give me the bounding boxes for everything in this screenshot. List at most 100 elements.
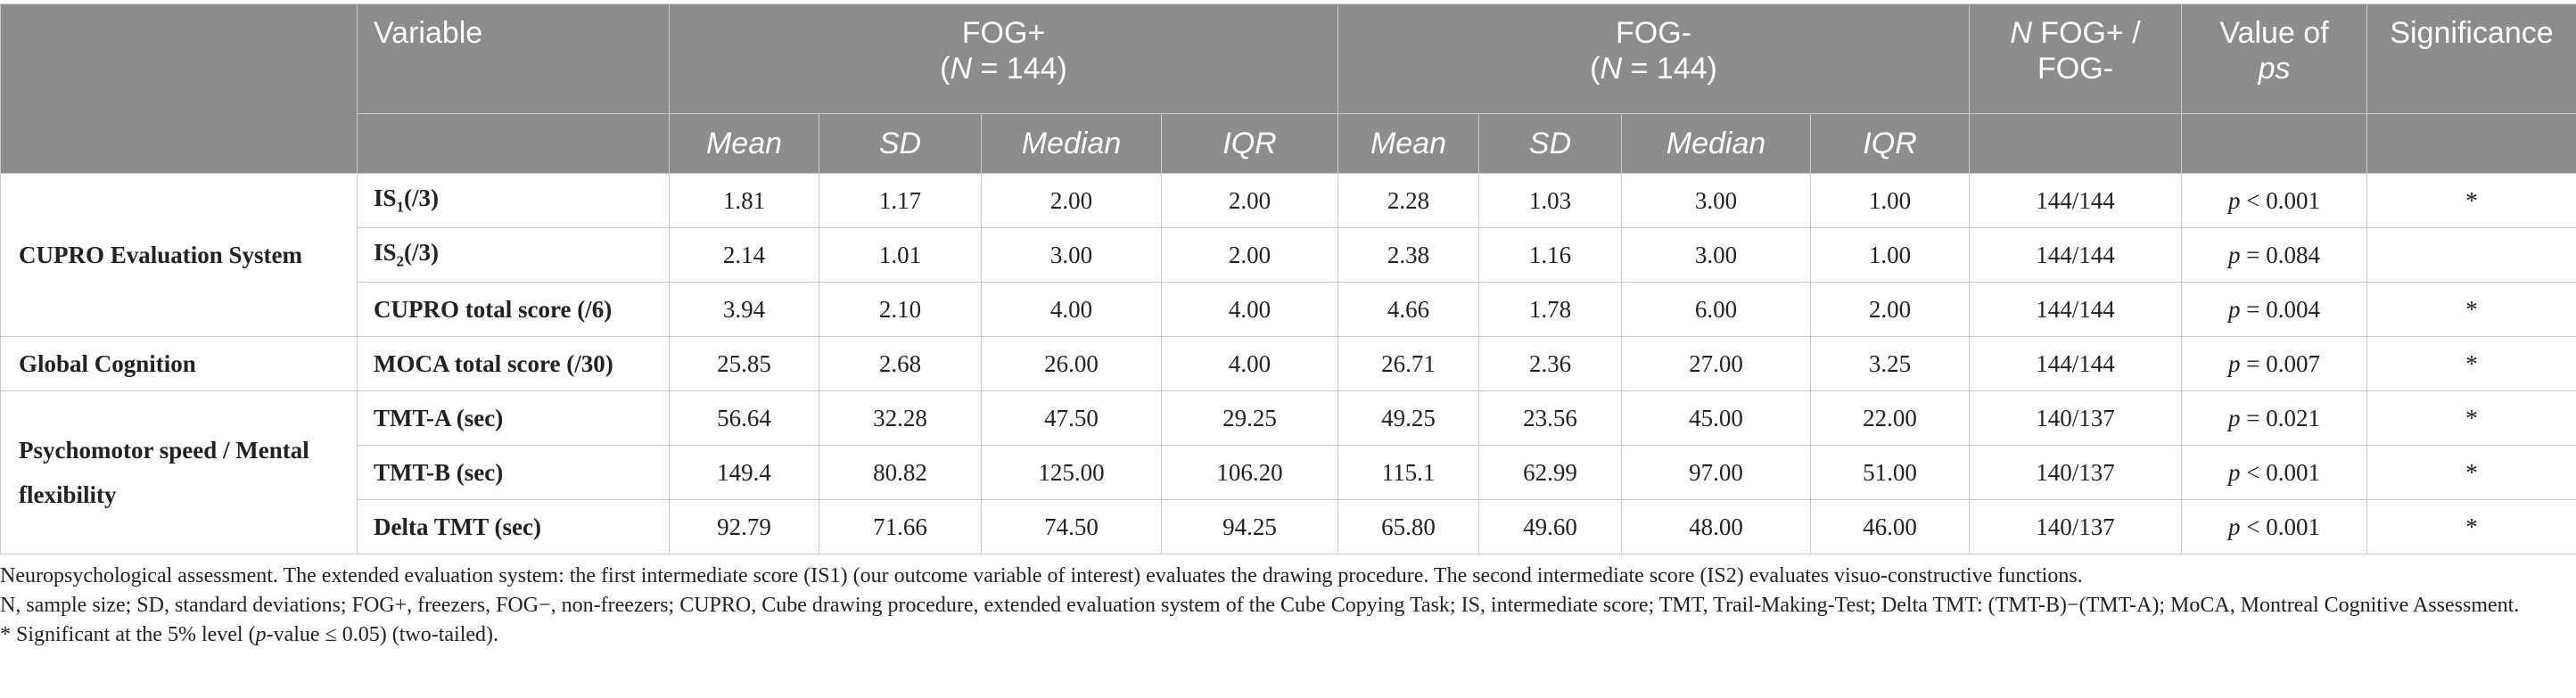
group-label-psychomotor: Psychomotor speed / Mental flexibility xyxy=(0,390,358,554)
fog-minus-median-cell: 6.00 xyxy=(1621,282,1812,337)
p-value-cell: p = 0.004 xyxy=(2181,282,2368,337)
fog-minus-sd-header: SD xyxy=(1478,113,1623,174)
variable-subscript: 2 xyxy=(396,252,405,270)
fog-minus-mean-header: Mean xyxy=(1337,113,1480,174)
significance-header-label: Significance xyxy=(2390,16,2554,50)
p-label: p xyxy=(2228,349,2241,377)
variable-header-label: Variable xyxy=(374,16,483,50)
fog-minus-mean-cell: 2.28 xyxy=(1337,173,1480,228)
n-cell: 144/144 xyxy=(1969,282,2183,337)
p-label: p xyxy=(2228,513,2241,540)
significance-cell xyxy=(2366,227,2576,283)
table-row: CUPRO Evaluation System IS1(/3) 1.81 1.1… xyxy=(0,173,2576,337)
n-cell: 140/137 xyxy=(1969,390,2183,446)
fog-minus-iqr-cell: 22.00 xyxy=(1810,390,1971,446)
fog-minus-iqr-cell: 51.00 xyxy=(1810,445,1971,500)
p-value-cell: p = 0.021 xyxy=(2181,390,2368,446)
fog-plus-iqr-header: IQR xyxy=(1160,113,1339,174)
variable-cell: CUPRO total score (/6) xyxy=(357,282,670,337)
n-header-n: N xyxy=(2010,16,2032,50)
fog-minus-mean-cell: 115.1 xyxy=(1337,445,1480,500)
variable-cell: Delta TMT (sec) xyxy=(357,499,670,554)
fog-plus-sd-cell: 80.82 xyxy=(819,445,982,500)
fog-minus-mean-cell: 26.71 xyxy=(1337,336,1480,391)
fog-minus-sd-cell: 49.60 xyxy=(1478,499,1623,554)
fog-minus-header: FOG- (N = 144) xyxy=(1337,4,1971,114)
fog-plus-iqr-cell: 4.00 xyxy=(1160,282,1339,337)
p-value-cell: p = 0.007 xyxy=(2181,336,2368,391)
p-value-cell: p < 0.001 xyxy=(2181,445,2368,500)
footnote-significance-a: * Significant at the 5% level ( xyxy=(0,623,256,646)
table-row: Delta TMT (sec) 92.79 71.66 74.50 94.25 … xyxy=(1,499,2576,554)
fog-plus-iqr-cell: 2.00 xyxy=(1160,227,1339,283)
fog-plus-iqr-cell: 29.25 xyxy=(1160,390,1339,446)
n-cell: 140/137 xyxy=(1969,499,2183,554)
variable-subscript: 1 xyxy=(396,198,405,216)
variable-cell: IS1(/3) xyxy=(357,173,670,228)
fog-plus-median-cell: 4.00 xyxy=(981,282,1162,337)
n-cell: 144/144 xyxy=(1969,227,2183,283)
variable-cell: IS2(/3) xyxy=(357,227,670,283)
subheader-blank xyxy=(1969,113,2183,174)
fog-minus-sd-cell: 1.78 xyxy=(1478,282,1623,337)
significance-cell: * xyxy=(2366,499,2576,554)
fog-plus-sd-cell: 71.66 xyxy=(819,499,982,554)
variable-header: Variable xyxy=(357,4,670,114)
group-header-cell xyxy=(0,4,358,174)
fog-plus-sd-cell: 1.01 xyxy=(819,227,982,283)
fog-minus-mean-cell: 65.80 xyxy=(1337,499,1480,554)
significance-cell: * xyxy=(2366,173,2576,228)
fog-minus-iqr-cell: 1.00 xyxy=(1810,173,1971,228)
footnote-significance-b: -value ≤ 0.05) (two-tailed). xyxy=(266,623,499,646)
fog-plus-n-value: = 144) xyxy=(972,52,1067,86)
fog-plus-median-cell: 125.00 xyxy=(981,445,1162,500)
fog-plus-iqr-cell: 94.25 xyxy=(1160,499,1339,554)
fog-minus-n-prefix: ( xyxy=(1590,52,1601,86)
n-cell: 144/144 xyxy=(1969,336,2183,391)
group-label-cupro: CUPRO Evaluation System xyxy=(0,173,358,337)
variable-label: IS xyxy=(374,239,397,267)
fog-minus-iqr-header: IQR xyxy=(1810,113,1971,174)
fog-plus-mean-cell: 56.64 xyxy=(669,390,819,446)
fog-minus-iqr-cell: 46.00 xyxy=(1810,499,1971,554)
p-value-cell: p = 0.084 xyxy=(2181,227,2368,283)
subheader-blank xyxy=(2366,113,2576,174)
footnote-abbreviations: N, sample size; SD, standard deviations;… xyxy=(0,594,2520,617)
fog-plus-mean-cell: 25.85 xyxy=(669,336,819,391)
results-table: Variable FOG+ (N = 144) FOG- (N = 144) N… xyxy=(0,4,2576,554)
fog-plus-n-prefix: ( xyxy=(940,52,951,86)
p-value: < 0.001 xyxy=(2240,458,2321,486)
fog-minus-median-cell: 97.00 xyxy=(1621,445,1812,500)
p-value: = 0.084 xyxy=(2240,241,2321,268)
fog-minus-sd-cell: 23.56 xyxy=(1478,390,1623,446)
p-value-cell: p < 0.001 xyxy=(2181,499,2368,554)
fog-minus-mean-cell: 4.66 xyxy=(1337,282,1480,337)
table-row: Psychomotor speed / Mental flexibility T… xyxy=(0,390,2576,554)
fog-plus-median-cell: 74.50 xyxy=(981,499,1162,554)
fog-plus-mean-cell: 1.81 xyxy=(669,173,819,228)
fog-plus-n-label: N xyxy=(950,52,973,86)
fog-minus-mean-cell: 49.25 xyxy=(1337,390,1480,446)
significance-cell: * xyxy=(2366,445,2576,500)
fog-plus-sd-cell: 2.68 xyxy=(819,336,982,391)
fog-plus-mean-cell: 149.4 xyxy=(669,445,819,500)
p-value-cell: p < 0.001 xyxy=(2181,173,2368,228)
subheader-blank xyxy=(2181,113,2368,174)
subheader-blank xyxy=(357,113,670,174)
fog-minus-sd-cell: 62.99 xyxy=(1478,445,1623,500)
fog-plus-iqr-cell: 4.00 xyxy=(1160,336,1339,391)
table-row: IS2(/3) 2.14 1.01 3.00 2.00 2.38 1.16 3.… xyxy=(1,227,2576,283)
n-cell: 140/137 xyxy=(1969,445,2183,500)
footnote-assessment: Neuropsychological assessment. The exten… xyxy=(0,564,2083,587)
fog-minus-median-header: Median xyxy=(1621,113,1812,174)
n-header-rest: FOG+ / xyxy=(2031,16,2141,50)
fog-plus-sd-cell: 1.17 xyxy=(819,173,982,228)
n-header: N FOG+ / FOG- xyxy=(1969,4,2183,114)
fog-plus-median-header: Median xyxy=(981,113,1162,174)
fog-plus-mean-cell: 2.14 xyxy=(669,227,819,283)
variable-cell: TMT-A (sec) xyxy=(357,390,670,446)
significance-cell: * xyxy=(2366,390,2576,446)
p-label: p xyxy=(2228,241,2241,268)
fog-plus-median-cell: 3.00 xyxy=(981,227,1162,283)
p-value: < 0.001 xyxy=(2240,186,2321,214)
